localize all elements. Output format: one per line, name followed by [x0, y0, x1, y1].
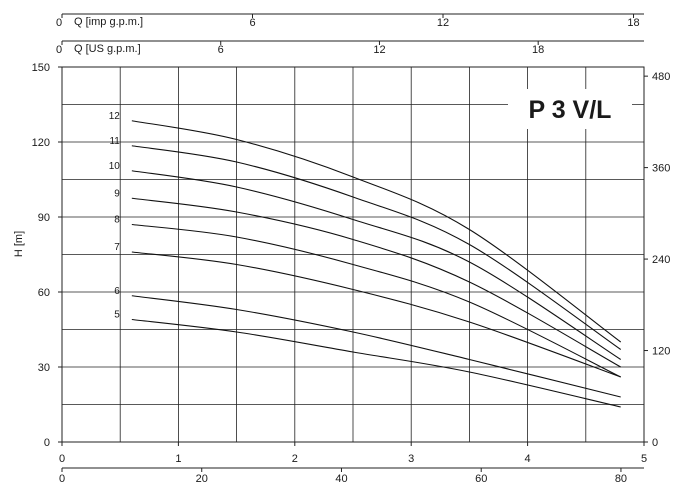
y-tick-label: 90: [38, 212, 50, 224]
x-tick-label: 4: [525, 453, 531, 465]
plot-frame: [61, 66, 645, 443]
secondary-x-tick-label: 40: [335, 473, 347, 485]
curve-label-9: 9: [114, 188, 120, 199]
plot-border: [61, 66, 645, 443]
secondary-x-tick-label: 20: [196, 473, 208, 485]
top-axis-label: Q [imp g.p.m.]: [74, 16, 143, 28]
right-tick-label: 240: [652, 254, 670, 266]
curve-label-5: 5: [114, 310, 120, 321]
curve-label-11: 11: [109, 136, 120, 147]
right-tick-label: 480: [652, 71, 670, 83]
x-tick-label: 0: [59, 453, 65, 465]
title-background: [508, 89, 632, 129]
bottom-axes: 0 1 2 3 4 5 0 20 40 60 80: [59, 442, 647, 485]
pump-curve-9: [131, 197, 621, 368]
curve-label-10: 10: [109, 161, 121, 172]
top-axes: 0 Q [imp g.p.m.] 6 12 18 0 Q [US g.p.m.] 6 12 18: [56, 13, 644, 56]
curve-label-8: 8: [114, 215, 120, 226]
right-tick-label: 360: [652, 163, 670, 175]
x-tick-label: 2: [292, 453, 298, 465]
top-tick-label: 18: [532, 44, 544, 56]
top-tick-label: 6: [249, 17, 255, 29]
y-tick-label: 120: [32, 137, 50, 149]
pump-curve-8: [131, 223, 621, 378]
x-tick-label: 3: [408, 453, 414, 465]
curve-label-6: 6: [114, 286, 120, 297]
right-tick-label: 0: [652, 437, 658, 449]
pump-curve-10: [131, 170, 622, 360]
y-axis-ticks: 0 30 60 90 120 150: [32, 62, 62, 449]
y-tick-label: 60: [38, 287, 50, 299]
chart-title: P 3 V/L: [529, 96, 612, 124]
top-axis-origin-label: 0: [56, 44, 62, 56]
pump-curve-7: [131, 251, 621, 378]
x-tick-label: 5: [641, 453, 647, 465]
pump-curve-5: [131, 318, 621, 408]
top-axis-origin-label: 0: [56, 17, 62, 29]
right-tick-label: 120: [652, 346, 670, 358]
top-tick-label: 12: [437, 17, 449, 29]
pump-curve-12: [131, 120, 622, 343]
top-tick-label: 18: [627, 17, 639, 29]
y-tick-label: 0: [44, 437, 50, 449]
chart-grid: [62, 67, 644, 442]
curve-label-7: 7: [114, 242, 120, 253]
secondary-x-tick-label: 80: [615, 473, 627, 485]
y-tick-label: 30: [38, 362, 50, 374]
y-tick-label: 150: [32, 62, 50, 74]
curve-group: 5 6 7 8 9 10 11 12: [109, 111, 622, 408]
secondary-x-tick-label: 60: [475, 473, 487, 485]
y-axis-label: H [m]: [13, 231, 25, 257]
right-axis-ticks: 0 120 240 360 480: [644, 71, 670, 449]
top-tick-label: 6: [218, 44, 224, 56]
top-tick-label: 12: [373, 44, 385, 56]
pump-curve-11: [131, 145, 622, 350]
top-axis-label: Q [US g.p.m.]: [74, 43, 141, 55]
pump-curve-6: [131, 295, 621, 398]
secondary-x-tick-label: 0: [59, 473, 65, 485]
x-tick-label: 1: [175, 453, 181, 465]
curve-label-12: 12: [109, 111, 121, 122]
